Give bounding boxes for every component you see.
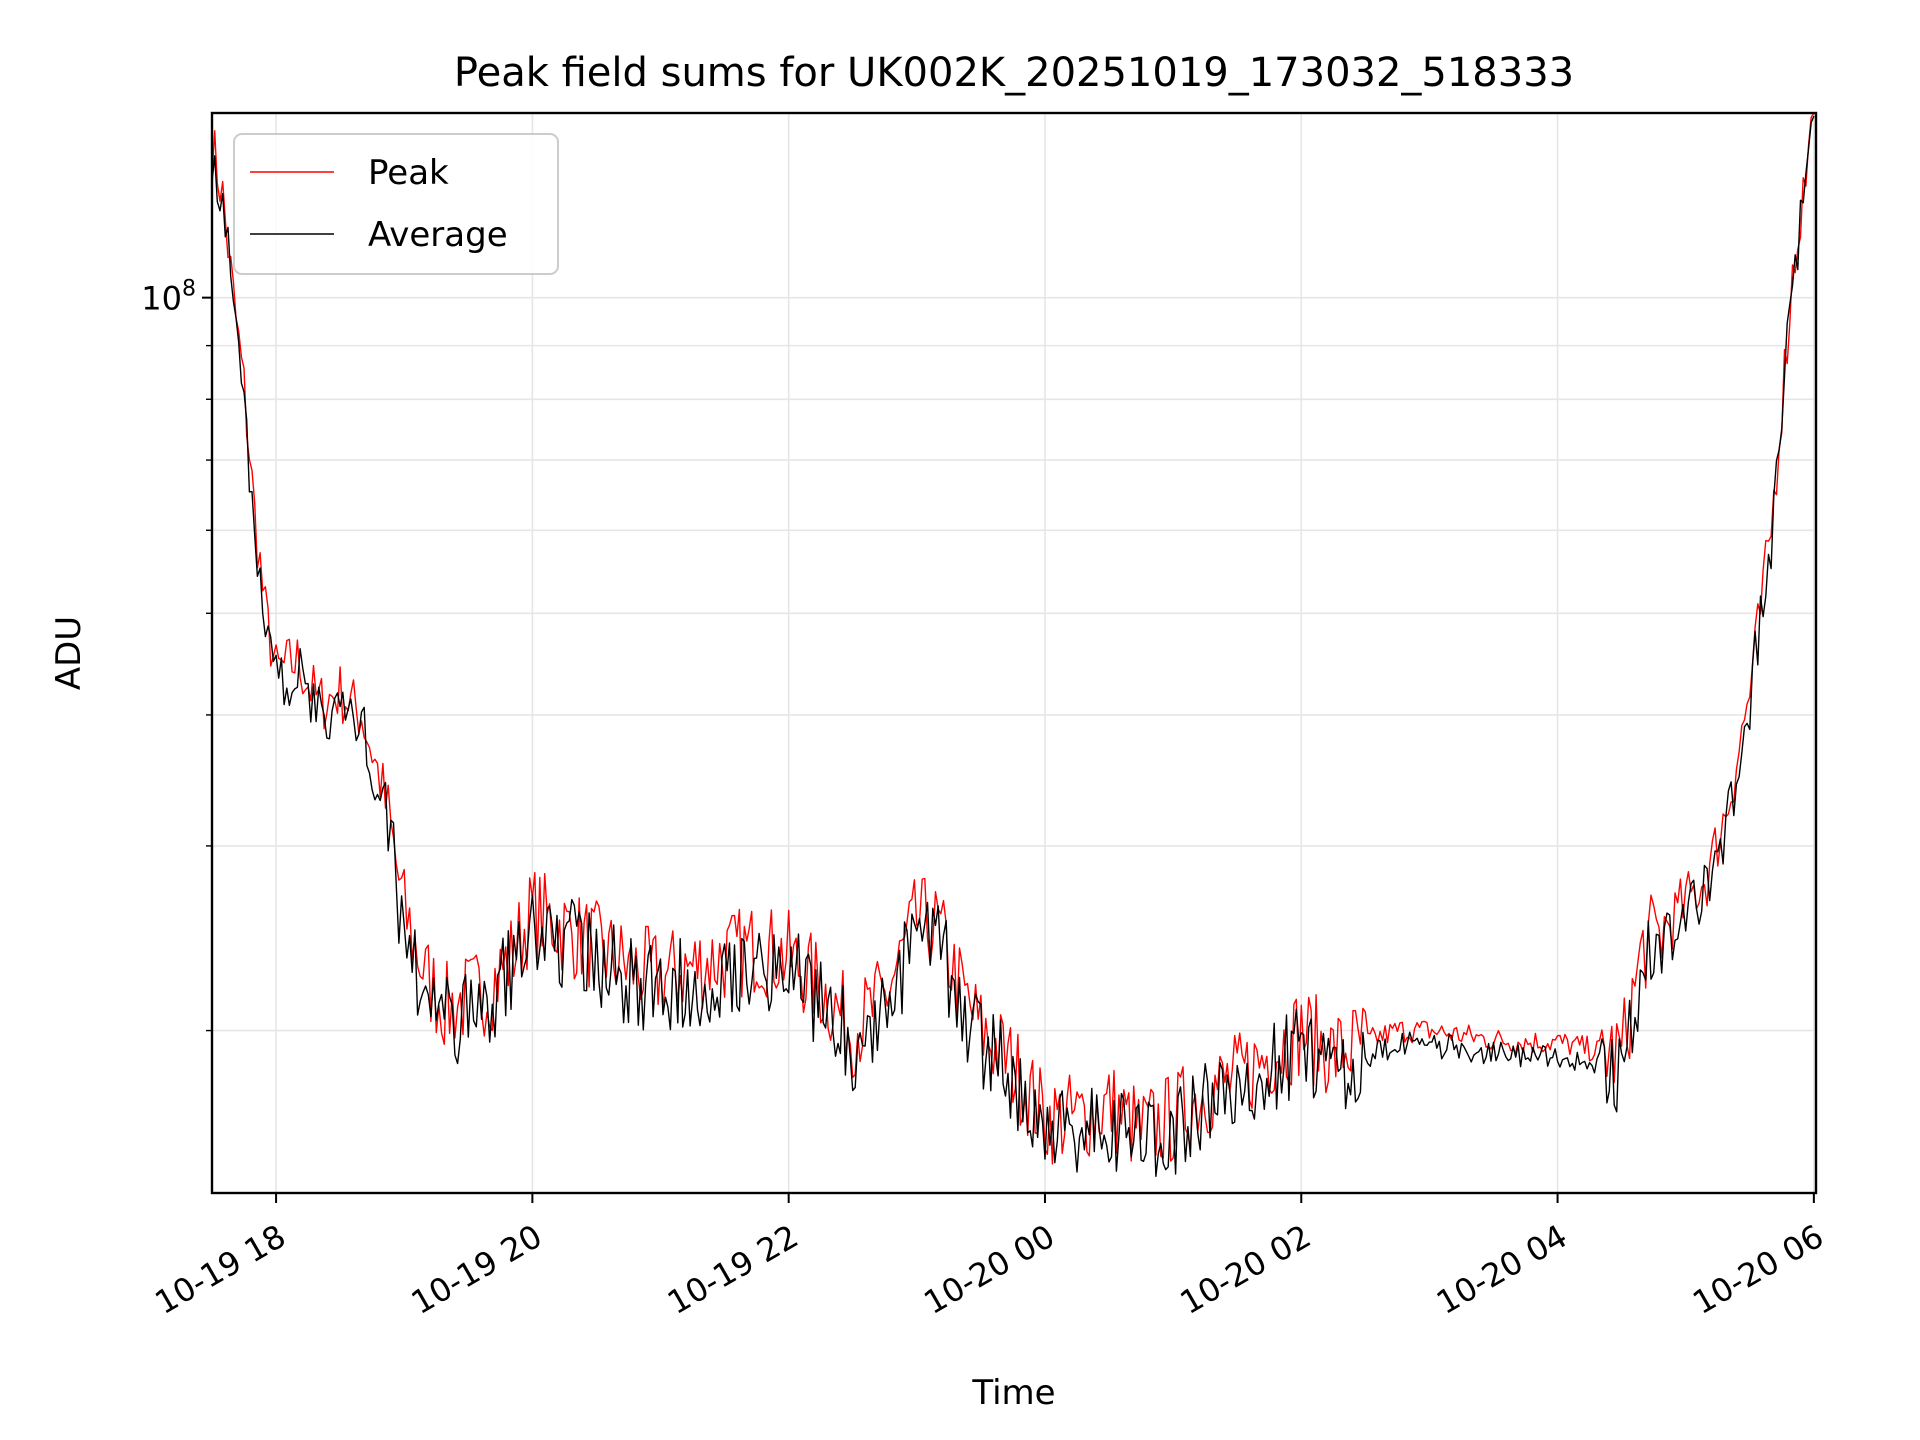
legend: Peak Average (233, 133, 559, 275)
legend-label-average: Average (368, 215, 508, 255)
chart-title: Peak field sums for UK002K_20251019_1730… (454, 50, 1574, 96)
y-axis: 108 (141, 277, 212, 1032)
legend-box (233, 133, 559, 275)
legend-label-peak: Peak (368, 153, 449, 193)
plot-frame (210, 111, 1818, 1195)
y-axis-label: ADU (49, 616, 89, 690)
y-tick-label: 108 (141, 277, 196, 318)
grid-lines (212, 113, 1816, 1193)
series-line-average (211, 115, 1815, 1177)
series-layer (211, 112, 1815, 1177)
x-axis-label: Time (971, 1373, 1055, 1413)
